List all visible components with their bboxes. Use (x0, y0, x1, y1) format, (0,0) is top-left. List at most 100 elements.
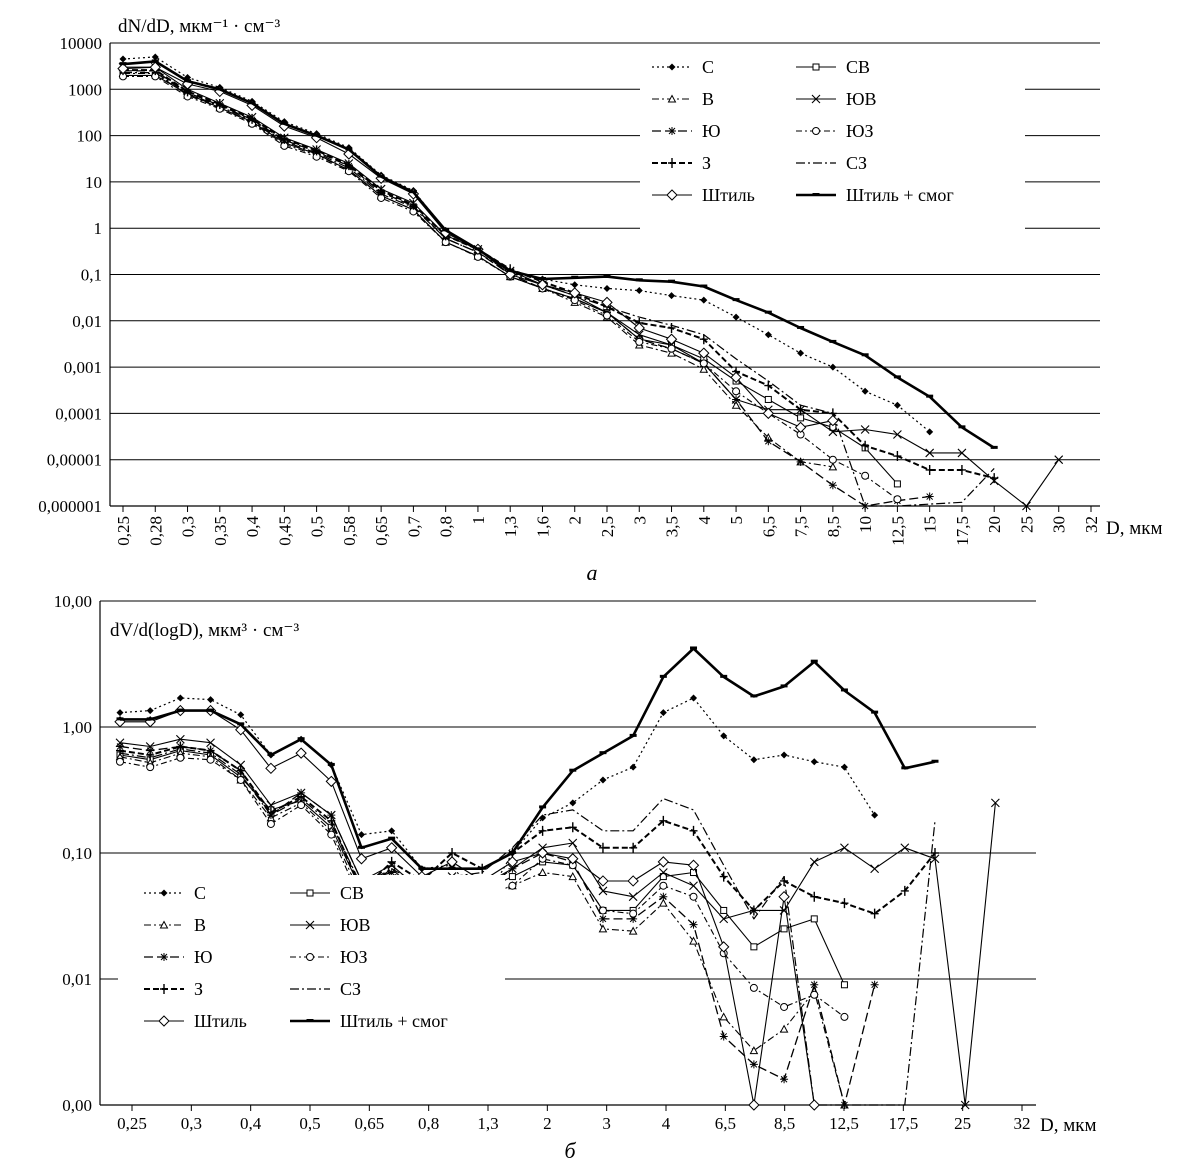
data-point (387, 856, 396, 867)
data-point (810, 758, 818, 766)
legend-marker (306, 953, 314, 961)
y-tick-label: 0,00001 (47, 451, 102, 470)
x-tick-label: 8,5 (824, 516, 843, 537)
data-point (598, 914, 607, 923)
data-point (732, 298, 740, 302)
legend-label: СЗ (340, 979, 361, 999)
data-point (700, 296, 708, 304)
legend-label: Штиль + смог (340, 1011, 448, 1031)
data-point (810, 915, 818, 923)
x-tick-label: 32 (1082, 516, 1101, 533)
data-point (446, 856, 458, 868)
legend-item: В (652, 89, 714, 109)
data-point (116, 757, 124, 766)
data-point (145, 742, 155, 751)
y-tick-label: 0,01 (72, 312, 102, 331)
data-point (829, 363, 837, 371)
data-point (175, 734, 185, 744)
data-point (957, 464, 966, 475)
data-point (474, 247, 482, 251)
data-point (327, 811, 336, 820)
data-point (719, 914, 729, 924)
data-point (603, 311, 611, 320)
data-point (809, 857, 819, 867)
data-point (571, 281, 579, 289)
panel-1: 10,00 1,00 0,10 0,01 0,00 0,25 0,3 0,4 0,5 0,65 0,… (54, 592, 1097, 1162)
data-point (668, 292, 676, 300)
series-line (123, 66, 1060, 507)
series-Штиль + смог (119, 59, 998, 449)
x-tick-label: 0,4 (243, 516, 262, 538)
data-point (569, 799, 577, 807)
data-point (749, 1060, 758, 1069)
legend-item: СЗ (290, 979, 361, 999)
data-point (925, 464, 934, 475)
legend-item: СВ (796, 57, 870, 77)
data-point (893, 480, 901, 488)
data-point (385, 842, 398, 854)
data-point (931, 759, 939, 763)
data-point (508, 881, 517, 890)
data-point (764, 331, 772, 339)
data-point (506, 268, 514, 272)
data-point (387, 868, 396, 877)
data-point (116, 717, 124, 721)
data-point (893, 430, 902, 439)
x-tick-label: 7,5 (792, 516, 811, 537)
y-tick-label: 0,00 (62, 1096, 92, 1115)
data-point (764, 310, 772, 314)
data-point (731, 400, 741, 409)
data-point (958, 425, 966, 429)
x-tick-label: 10 (856, 516, 875, 533)
legend-marker (159, 920, 169, 929)
data-point (248, 101, 256, 105)
data-point (960, 1100, 970, 1110)
y-tick-label: 1 (94, 219, 103, 238)
data-point (568, 838, 578, 848)
data-point (780, 1002, 789, 1011)
data-point (628, 926, 638, 935)
legend-item: ЮВ (290, 915, 371, 935)
data-point (720, 906, 728, 914)
legend-item: В (144, 915, 206, 935)
data-point (538, 825, 547, 836)
data-point (990, 445, 998, 449)
data-point (1054, 455, 1064, 465)
x-tick-label: 2,5 (598, 516, 617, 537)
data-point (778, 890, 790, 903)
data-point (207, 696, 215, 704)
data-point (762, 407, 775, 420)
data-point (236, 765, 245, 776)
data-point (658, 898, 668, 907)
y-tick-label: 0,01 (62, 970, 92, 989)
legend-marker (160, 953, 168, 961)
legend-label: ЮВ (340, 915, 371, 935)
legend-marker (667, 94, 677, 103)
data-point (325, 775, 338, 788)
data-point (750, 756, 758, 764)
data-point (206, 745, 215, 756)
data-point (667, 322, 676, 333)
data-point (871, 811, 879, 819)
data-point (900, 885, 909, 896)
legend-marker (812, 63, 820, 71)
legend-label: СВ (340, 883, 364, 903)
x-tick-label: 0,35 (211, 516, 230, 546)
legend-item: ЮЗ (796, 121, 874, 141)
x-tick-label: 4 (662, 1114, 671, 1133)
data-point (295, 747, 307, 759)
data-point (280, 121, 288, 125)
y-tick-label: 1,00 (62, 718, 92, 737)
data-point (720, 674, 728, 678)
legend-label: ЮЗ (340, 947, 368, 967)
x-axis-label: D, мкм (1040, 1115, 1097, 1136)
data-point (536, 279, 549, 291)
data-point (808, 1099, 820, 1111)
data-point (629, 914, 638, 923)
x-tick-label: 15 (921, 516, 940, 533)
data-point (327, 762, 335, 766)
data-point (1022, 501, 1031, 511)
data-point (599, 751, 607, 755)
x-tick-label: 12,5 (829, 1114, 859, 1133)
x-tick-label: 17,5 (953, 516, 972, 546)
